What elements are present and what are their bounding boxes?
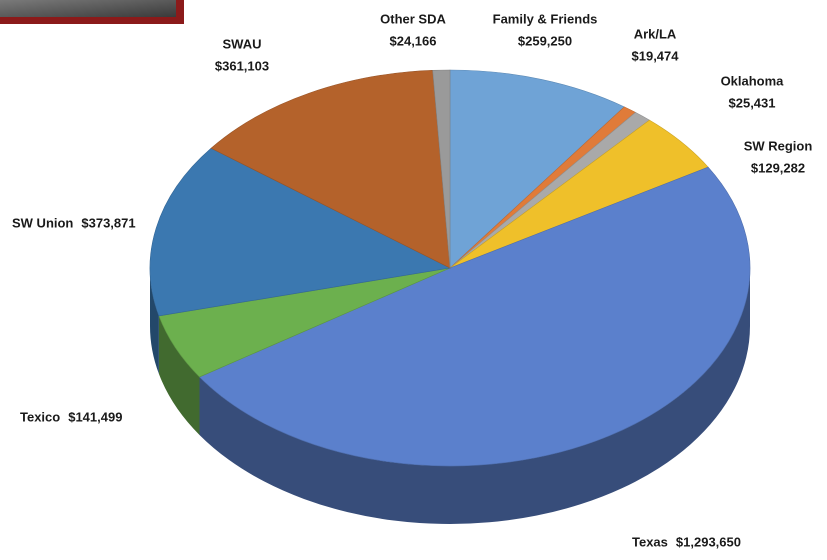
category-label: Texas	[632, 534, 668, 549]
category-label: Ark/LA	[634, 26, 677, 41]
value-label: $129,282	[751, 160, 805, 175]
value-label: $24,166	[390, 33, 437, 48]
slice-side	[150, 268, 159, 374]
value-label: $25,431	[729, 95, 776, 110]
category-label: SW Union	[12, 215, 73, 230]
value-label: $361,103	[215, 58, 269, 73]
photo	[0, 0, 176, 17]
pie-tops	[149, 69, 751, 467]
slice	[149, 147, 451, 317]
slice-side	[199, 268, 751, 524]
slice	[432, 69, 451, 269]
category-label: Texico	[20, 409, 60, 424]
category-label: SWAU	[223, 36, 262, 51]
value-label: $1,293,650	[676, 534, 741, 549]
slice-side	[158, 315, 200, 435]
slice	[449, 69, 625, 269]
slice	[198, 166, 751, 467]
category-label: SW Region	[744, 138, 813, 153]
value-label: $259,250	[518, 33, 572, 48]
value-label: $19,474	[632, 48, 680, 63]
category-label: Other SDA	[380, 11, 446, 26]
category-label: Family & Friends	[493, 11, 598, 26]
pie-sides	[150, 268, 751, 524]
value-label: $141,499	[68, 409, 122, 424]
slice	[210, 70, 451, 269]
value-label: $373,871	[81, 215, 135, 230]
category-label: Oklahoma	[721, 73, 785, 88]
labels: Family & Friends $259,250 Ark/LA $19,474 Okl…	[12, 11, 812, 549]
